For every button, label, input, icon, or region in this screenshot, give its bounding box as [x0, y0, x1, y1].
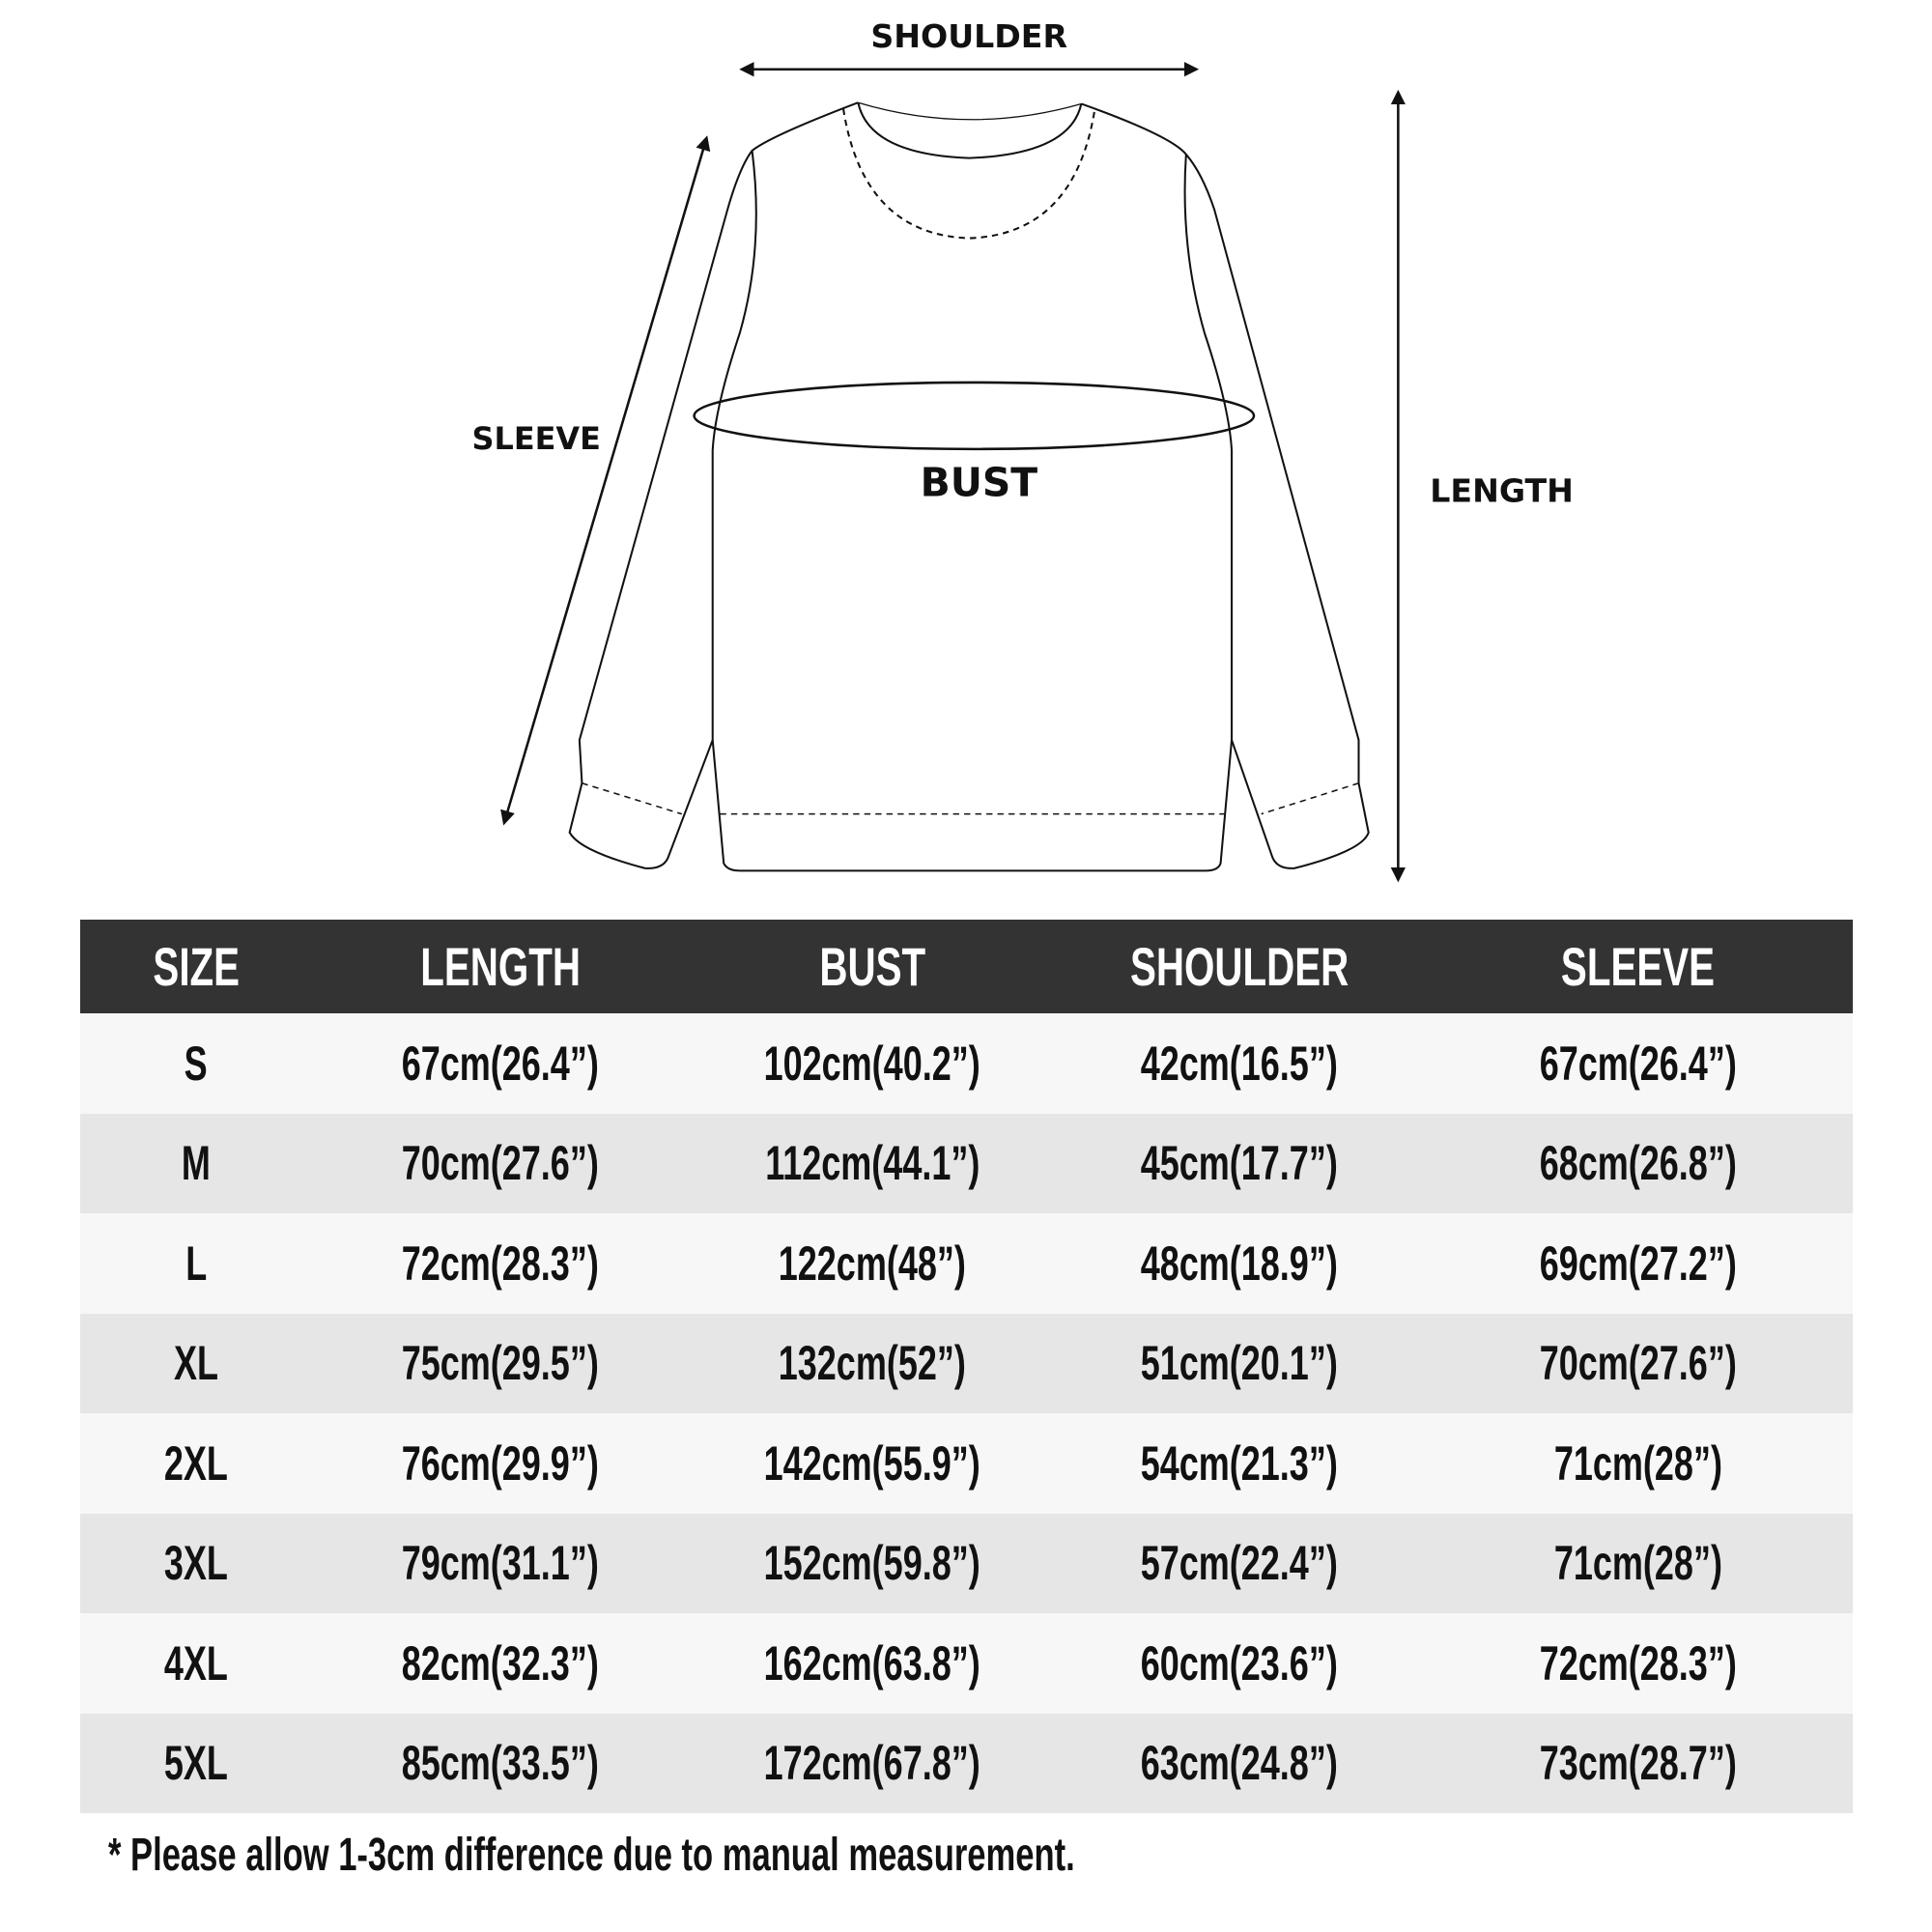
cell-size: M [182, 1136, 211, 1191]
length-label: LENGTH [1430, 472, 1574, 510]
header-sleeve: SLEEVE [1560, 936, 1716, 997]
cell-shoulder: 45cm(17.7”) [1140, 1136, 1339, 1191]
header-size: SIZE [153, 936, 240, 997]
cell-length: 82cm(32.3”) [401, 1635, 600, 1690]
bust-label: BUST [921, 459, 1038, 505]
sleeve-arrow [500, 135, 711, 826]
cell-shoulder: 54cm(21.3”) [1140, 1435, 1339, 1491]
table-row: XL 75cm(29.5”) 132cm(52”) 51cm(20.1”) 70cm(2… [80, 1313, 1853, 1413]
cell-sleeve: 71cm(28”) [1553, 1536, 1722, 1591]
cell-size: XL [173, 1336, 219, 1391]
cell-sleeve: 71cm(28”) [1553, 1435, 1722, 1491]
cell-size: S [184, 1036, 209, 1091]
cell-size: 2XL [163, 1435, 229, 1491]
table-header: SIZE LENGTH BUST SHOULDER SLEEVE [80, 920, 1853, 1013]
table-row: M 70cm(27.6”) 112cm(44.1”) 45cm(17.7”) 68cm(… [80, 1113, 1853, 1213]
header-length: LENGTH [420, 936, 581, 997]
cell-length: 85cm(33.5”) [401, 1736, 600, 1791]
cell-shoulder: 48cm(18.9”) [1140, 1236, 1339, 1291]
sleeve-label: SLEEVE [472, 420, 601, 457]
cell-length: 76cm(29.9”) [401, 1435, 600, 1491]
cell-bust: 172cm(67.8”) [763, 1736, 981, 1791]
cell-size: 3XL [163, 1536, 229, 1591]
table-row: L 72cm(28.3”) 122cm(48”) 48cm(18.9”) 69cm(27… [80, 1213, 1853, 1314]
shoulder-label: SHOULDER [870, 17, 1067, 55]
table-row: S 67cm(26.4”) 102cm(40.2”) 42cm(16.5”) 67cm(… [80, 1013, 1853, 1114]
cell-shoulder: 51cm(20.1”) [1140, 1336, 1339, 1391]
table-row: 5XL 85cm(33.5”) 172cm(67.8”) 63cm(24.8”) 73c… [80, 1713, 1853, 1813]
cell-length: 70cm(27.6”) [401, 1136, 600, 1191]
cell-bust: 122cm(48”) [778, 1236, 967, 1291]
cell-bust: 102cm(40.2”) [763, 1036, 981, 1091]
table-row: 2XL 76cm(29.9”) 142cm(55.9”) 54cm(21.3”) 71c… [80, 1413, 1853, 1514]
cell-length: 67cm(26.4”) [401, 1036, 600, 1091]
cell-shoulder: 57cm(22.4”) [1140, 1536, 1339, 1591]
cell-bust: 152cm(59.8”) [763, 1536, 981, 1591]
header-bust: BUST [819, 936, 925, 997]
cell-bust: 132cm(52”) [778, 1336, 967, 1391]
table-row: 3XL 79cm(31.1”) 152cm(59.8”) 57cm(22.4”) 71c… [80, 1513, 1853, 1613]
cell-sleeve: 67cm(26.4”) [1539, 1036, 1737, 1091]
cell-size: L [185, 1236, 207, 1291]
size-chart-table: SIZE LENGTH BUST SHOULDER SLEEVE S 67cm(2… [80, 920, 1853, 1813]
cell-length: 72cm(28.3”) [401, 1236, 600, 1291]
cell-shoulder: 60cm(23.6”) [1140, 1635, 1339, 1690]
header-shoulder: SHOULDER [1129, 936, 1350, 997]
cell-shoulder: 63cm(24.8”) [1140, 1736, 1339, 1791]
cell-shoulder: 42cm(16.5”) [1140, 1036, 1339, 1091]
cell-sleeve: 72cm(28.3”) [1539, 1635, 1737, 1690]
sweatshirt-measurement-diagram: SHOULDER SLEEVE BUST LENGTH [472, 17, 1574, 883]
cell-length: 75cm(29.5”) [401, 1336, 600, 1391]
table-row: 4XL 82cm(32.3”) 162cm(63.8”) 60cm(23.6”) 72c… [80, 1613, 1853, 1714]
cell-bust: 112cm(44.1”) [764, 1136, 980, 1191]
cell-sleeve: 69cm(27.2”) [1539, 1236, 1737, 1291]
cell-sleeve: 68cm(26.8”) [1539, 1136, 1737, 1191]
cell-bust: 142cm(55.9”) [763, 1435, 981, 1491]
cell-bust: 162cm(63.8”) [763, 1635, 981, 1690]
cell-sleeve: 70cm(27.6”) [1539, 1336, 1737, 1391]
cell-size: 5XL [163, 1736, 229, 1791]
footnote: * Please allow 1-3cm difference due to m… [108, 1830, 1075, 1881]
cell-length: 79cm(31.1”) [401, 1536, 600, 1591]
cell-size: 4XL [163, 1635, 229, 1690]
cell-sleeve: 73cm(28.7”) [1539, 1736, 1737, 1791]
